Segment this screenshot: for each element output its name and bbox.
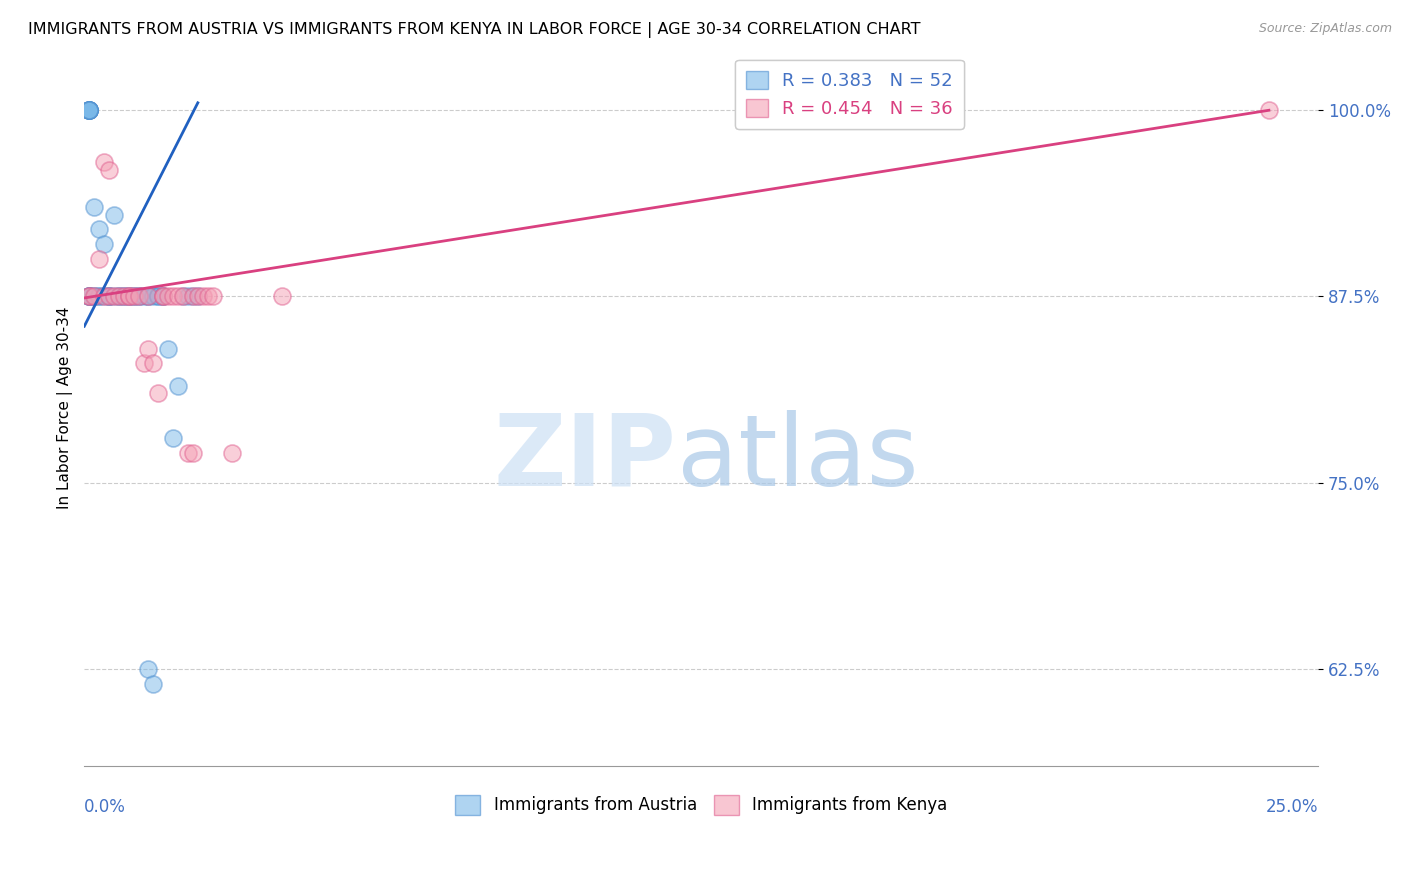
Point bbox=[162, 289, 184, 303]
Point bbox=[77, 289, 100, 303]
Point bbox=[98, 289, 121, 303]
Legend: R = 0.383   N = 52, R = 0.454   N = 36: R = 0.383 N = 52, R = 0.454 N = 36 bbox=[735, 60, 963, 129]
Point bbox=[112, 289, 135, 303]
Point bbox=[118, 289, 141, 303]
Point bbox=[77, 103, 100, 118]
Point bbox=[98, 289, 121, 303]
Point bbox=[148, 289, 170, 303]
Point bbox=[112, 289, 135, 303]
Text: 0.0%: 0.0% bbox=[84, 797, 127, 816]
Point bbox=[142, 677, 165, 691]
Point bbox=[181, 289, 204, 303]
Point bbox=[142, 356, 165, 370]
Point bbox=[172, 289, 194, 303]
Point bbox=[132, 356, 155, 370]
Point bbox=[77, 289, 100, 303]
Point bbox=[152, 289, 174, 303]
Text: ZIP: ZIP bbox=[494, 409, 676, 507]
Point bbox=[98, 162, 121, 177]
Point bbox=[108, 289, 131, 303]
Text: Source: ZipAtlas.com: Source: ZipAtlas.com bbox=[1258, 22, 1392, 36]
Point bbox=[138, 662, 160, 676]
Point bbox=[87, 289, 110, 303]
Point bbox=[152, 289, 174, 303]
Point bbox=[122, 289, 145, 303]
Point bbox=[93, 289, 115, 303]
Point bbox=[1258, 103, 1281, 118]
Point bbox=[93, 237, 115, 252]
Point bbox=[93, 289, 115, 303]
Point bbox=[83, 200, 105, 214]
Point bbox=[187, 289, 209, 303]
Point bbox=[162, 431, 184, 445]
Text: atlas: atlas bbox=[676, 409, 918, 507]
Point bbox=[167, 289, 190, 303]
Point bbox=[77, 103, 100, 118]
Point bbox=[197, 289, 219, 303]
Point bbox=[152, 289, 174, 303]
Point bbox=[83, 289, 105, 303]
Point bbox=[87, 252, 110, 267]
Point bbox=[77, 103, 100, 118]
Point bbox=[128, 289, 150, 303]
Point bbox=[112, 289, 135, 303]
Point bbox=[142, 289, 165, 303]
Point bbox=[157, 342, 180, 356]
Point bbox=[98, 289, 121, 303]
Point bbox=[132, 289, 155, 303]
Point bbox=[108, 289, 131, 303]
Point bbox=[83, 289, 105, 303]
Point bbox=[191, 289, 214, 303]
Point bbox=[77, 289, 100, 303]
Point bbox=[167, 379, 190, 393]
Point bbox=[83, 289, 105, 303]
Point bbox=[77, 103, 100, 118]
Point bbox=[201, 289, 224, 303]
Text: IMMIGRANTS FROM AUSTRIA VS IMMIGRANTS FROM KENYA IN LABOR FORCE | AGE 30-34 CORR: IMMIGRANTS FROM AUSTRIA VS IMMIGRANTS FR… bbox=[28, 22, 921, 38]
Point bbox=[103, 289, 125, 303]
Point bbox=[148, 386, 170, 401]
Point bbox=[118, 289, 141, 303]
Point bbox=[77, 103, 100, 118]
Point bbox=[103, 289, 125, 303]
Point bbox=[77, 103, 100, 118]
Point bbox=[87, 222, 110, 236]
Point bbox=[77, 289, 100, 303]
Point bbox=[93, 155, 115, 169]
Point bbox=[108, 289, 131, 303]
Text: 25.0%: 25.0% bbox=[1265, 797, 1319, 816]
Point bbox=[177, 446, 200, 460]
Point bbox=[122, 289, 145, 303]
Point bbox=[187, 289, 209, 303]
Point bbox=[103, 208, 125, 222]
Point bbox=[138, 289, 160, 303]
Point bbox=[221, 446, 243, 460]
Point bbox=[138, 289, 160, 303]
Point bbox=[87, 289, 110, 303]
Point bbox=[138, 342, 160, 356]
Point bbox=[270, 289, 292, 303]
Point bbox=[128, 289, 150, 303]
Point bbox=[152, 289, 174, 303]
Point bbox=[148, 289, 170, 303]
Point bbox=[122, 289, 145, 303]
Point bbox=[181, 289, 204, 303]
Point bbox=[77, 103, 100, 118]
Point bbox=[77, 289, 100, 303]
Y-axis label: In Labor Force | Age 30-34: In Labor Force | Age 30-34 bbox=[58, 307, 73, 509]
Point bbox=[77, 103, 100, 118]
Point bbox=[118, 289, 141, 303]
Point bbox=[157, 289, 180, 303]
Point bbox=[138, 289, 160, 303]
Point bbox=[128, 289, 150, 303]
Point bbox=[98, 289, 121, 303]
Point bbox=[118, 289, 141, 303]
Point bbox=[77, 289, 100, 303]
Point bbox=[172, 289, 194, 303]
Point bbox=[181, 446, 204, 460]
Point bbox=[177, 289, 200, 303]
